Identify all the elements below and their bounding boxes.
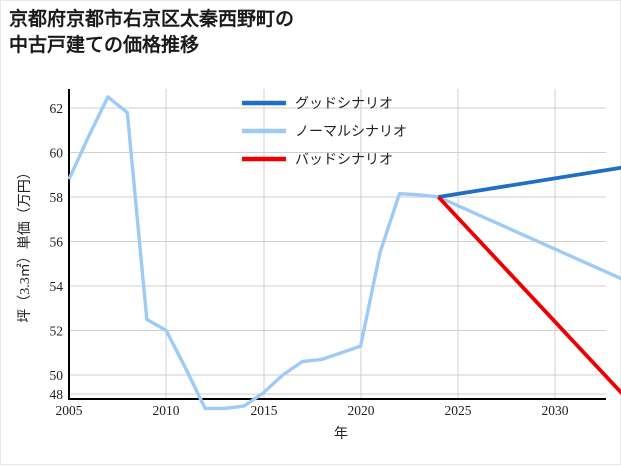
series-line-good [438, 165, 621, 199]
chart-legend: グッドシナリオ ノーマルシナリオ バッドシナリオ [242, 96, 407, 168]
y-tick-56: 56 [50, 235, 64, 250]
x-tick-2005: 2005 [56, 403, 83, 418]
x-tick-labels: 2005 2010 2015 2020 2025 2030 [56, 403, 569, 418]
legend-label-normal: ノーマルシナリオ [295, 125, 407, 140]
series-line-bad [437, 195, 621, 396]
x-tick-2020: 2020 [348, 403, 375, 418]
x-axis-title: 年 [334, 426, 348, 442]
y-axis-title: 坪（3.3㎡）単価（万円） [17, 165, 33, 323]
y-tick-58: 58 [50, 190, 64, 205]
legend-label-bad: バッドシナリオ [295, 153, 393, 168]
legend-label-good: グッドシナリオ [295, 96, 393, 112]
page-title: 京都府京都市右京区太秦西野町の 中古戸建ての価格推移 [9, 9, 295, 56]
y-tick-54: 54 [50, 279, 64, 294]
x-tick-2030: 2030 [542, 403, 569, 418]
series-line-normal [67, 95, 621, 411]
y-tick-60: 60 [50, 146, 64, 161]
x-gridlines [165, 89, 556, 398]
x-tick-2010: 2010 [153, 403, 180, 418]
y-tick-50: 50 [50, 368, 64, 383]
x-tick-2015: 2015 [251, 403, 278, 418]
y-gridlines [69, 107, 606, 395]
y-tick-52: 52 [50, 324, 64, 339]
y-tick-labels: 62 60 58 56 54 52 50 48 [50, 101, 64, 402]
x-tick-2025: 2025 [445, 403, 472, 418]
y-tick-48: 48 [50, 387, 64, 402]
y-tick-62: 62 [50, 101, 64, 116]
